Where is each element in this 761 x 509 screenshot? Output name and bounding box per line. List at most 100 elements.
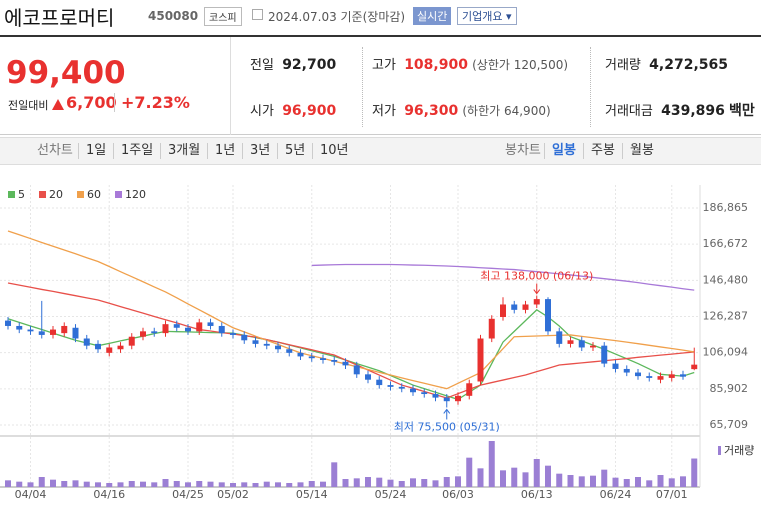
stat-unit: 백만 bbox=[729, 103, 755, 119]
candle-body bbox=[432, 394, 439, 398]
volume-bar bbox=[376, 477, 383, 487]
volume-bar bbox=[612, 477, 619, 487]
company-info-dropdown[interactable]: 기업개요 ▾ bbox=[457, 7, 517, 25]
tab[interactable]: 3년 bbox=[242, 143, 277, 159]
candle-body bbox=[128, 336, 135, 346]
stock-name: 에코프로머티 bbox=[4, 6, 115, 30]
candle-body bbox=[297, 352, 304, 357]
stat-value: 96,900 bbox=[282, 103, 337, 119]
candle-body bbox=[477, 338, 484, 382]
candle-body bbox=[635, 372, 641, 377]
stat-label: 거래량 bbox=[605, 58, 641, 73]
candle-body bbox=[72, 327, 79, 339]
tab[interactable]: 1일 bbox=[78, 143, 113, 159]
volume-bar bbox=[533, 459, 540, 487]
volume-bar bbox=[578, 476, 585, 487]
volume-bar bbox=[207, 481, 214, 487]
stock-code: 450080 bbox=[148, 9, 199, 23]
candle-body bbox=[590, 345, 596, 348]
volume-bar bbox=[263, 481, 270, 487]
volume-bar bbox=[635, 477, 641, 487]
candle-body bbox=[95, 343, 101, 350]
volume-bar bbox=[455, 476, 461, 487]
candle-body bbox=[162, 324, 169, 334]
x-tick-label: 05/02 bbox=[217, 488, 249, 501]
tab[interactable]: 1주일 bbox=[113, 143, 160, 159]
y-tick-label: 65,709 bbox=[710, 418, 749, 431]
volume-bar bbox=[522, 472, 529, 487]
candle-body bbox=[556, 331, 563, 344]
volume-bar bbox=[488, 441, 495, 487]
volume-bar bbox=[252, 483, 259, 487]
volume-bar bbox=[410, 478, 416, 487]
realtime-button[interactable]: 실시간 bbox=[413, 7, 452, 25]
price: 99,400 bbox=[6, 55, 126, 91]
volume-bar bbox=[623, 479, 630, 487]
candle-body bbox=[646, 376, 653, 378]
stat: 고가 108,900 (상한가 120,500) bbox=[372, 54, 568, 73]
tab[interactable]: 3개월 bbox=[160, 143, 207, 159]
tab[interactable]: 월봉 bbox=[622, 143, 661, 159]
volume-bar bbox=[230, 483, 236, 487]
volume-bar bbox=[61, 481, 68, 487]
tab[interactable]: 일봉 bbox=[544, 143, 583, 159]
stat-note: (상한가 120,500) bbox=[472, 58, 569, 72]
stat: 전일 92,700 bbox=[250, 54, 336, 73]
candle-body bbox=[185, 327, 191, 332]
candle-body bbox=[38, 331, 45, 335]
volume-bar bbox=[331, 462, 338, 487]
stat-label: 거래대금 bbox=[605, 104, 653, 119]
volume-bar bbox=[421, 479, 428, 487]
volume-bar bbox=[218, 482, 225, 487]
volume-bar bbox=[106, 483, 113, 487]
candle-body bbox=[443, 397, 450, 402]
volume-bar bbox=[691, 458, 698, 487]
candle-body bbox=[488, 318, 495, 339]
volume-bar bbox=[466, 457, 473, 487]
volume-bar bbox=[128, 481, 135, 487]
volume-bar bbox=[5, 480, 11, 487]
up-arrow bbox=[52, 99, 64, 110]
volume-bar bbox=[308, 481, 315, 487]
y-tick-label: 106,094 bbox=[703, 346, 749, 359]
volume-bar bbox=[590, 475, 596, 487]
volume-bar bbox=[27, 482, 34, 487]
change-rate: +7.23% bbox=[114, 93, 190, 112]
tab[interactable]: 주봉 bbox=[583, 143, 622, 159]
volume-bar bbox=[387, 479, 394, 487]
y-tick-label: 186,865 bbox=[703, 201, 749, 214]
tab[interactable]: 1년 bbox=[207, 143, 242, 159]
y-tick-label: 166,672 bbox=[703, 237, 749, 250]
x-tick-label: 05/14 bbox=[296, 488, 328, 501]
candle-body bbox=[455, 395, 461, 402]
volume-bar bbox=[173, 481, 180, 487]
stat: 거래량 4,272,565 bbox=[605, 54, 728, 73]
candle-body bbox=[657, 376, 664, 380]
legend-label: 60 bbox=[87, 188, 101, 201]
tab[interactable]: 봉차트 bbox=[505, 143, 541, 158]
candle-body bbox=[387, 385, 394, 387]
tab[interactable]: 선차트 bbox=[37, 143, 73, 158]
candle-body bbox=[533, 299, 540, 305]
candle-body bbox=[61, 325, 68, 334]
candle-body bbox=[263, 343, 270, 346]
candle-body bbox=[173, 324, 180, 328]
divider bbox=[230, 37, 231, 135]
legend-label: 20 bbox=[49, 188, 63, 201]
candle-body bbox=[691, 364, 698, 370]
volume-bar bbox=[657, 475, 664, 487]
candle-body bbox=[83, 338, 90, 346]
volume-bar bbox=[72, 480, 79, 487]
legend-swatch bbox=[39, 191, 46, 198]
legend-label: 120 bbox=[125, 188, 146, 201]
volume-bar bbox=[117, 482, 124, 487]
company-info-label: 기업개요 bbox=[462, 10, 503, 23]
volume-bar bbox=[567, 475, 574, 487]
stat-label: 시가 bbox=[250, 104, 274, 119]
candle-body bbox=[623, 368, 630, 373]
x-tick-label: 04/16 bbox=[93, 488, 125, 501]
volume-bar bbox=[443, 477, 450, 487]
legend-swatch bbox=[77, 191, 84, 198]
tab[interactable]: 10년 bbox=[312, 143, 356, 159]
tab[interactable]: 5년 bbox=[277, 143, 312, 159]
